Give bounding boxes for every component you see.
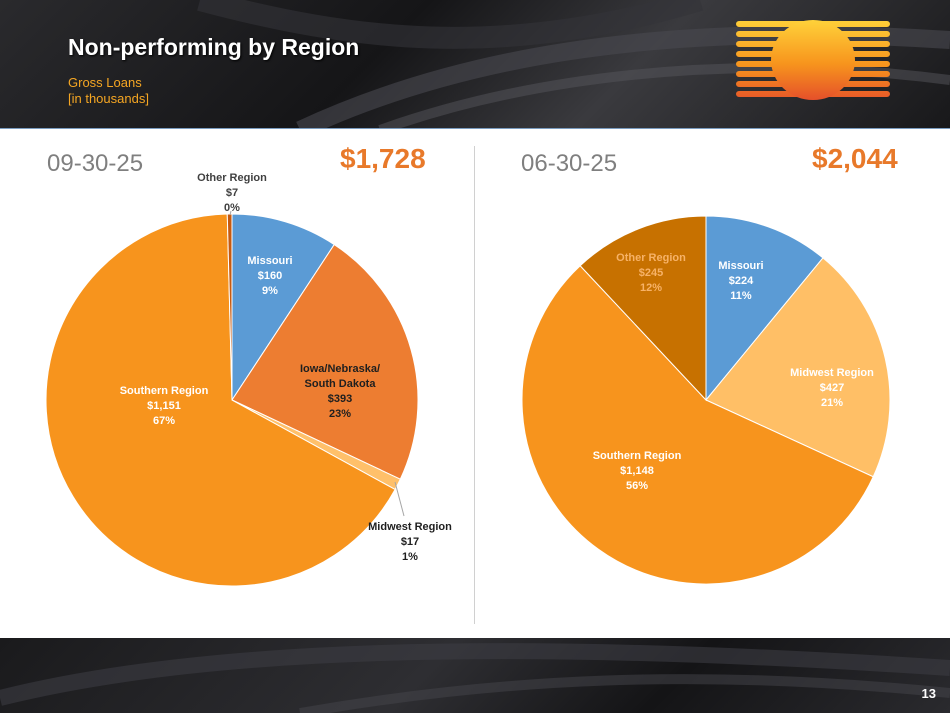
pie-slice-missouri (705, 215, 824, 402)
svg-text:$245: $245 (639, 267, 663, 279)
pie-slice-southern-region (45, 213, 396, 587)
pie-slice-midwest-region (705, 257, 891, 478)
svg-text:1%: 1% (402, 551, 418, 563)
svg-text:Other Region: Other Region (197, 172, 267, 184)
svg-text:$1,148: $1,148 (620, 465, 654, 477)
svg-text:56%: 56% (626, 480, 648, 492)
svg-text:$224: $224 (729, 275, 754, 287)
sun-logo (736, 20, 890, 100)
data-label-midwest-region: Midwest Region $427 21% (790, 367, 874, 409)
data-label-other-region: Other Region $7 0% (197, 172, 267, 214)
svg-text:67%: 67% (153, 415, 175, 427)
svg-text:0%: 0% (224, 202, 240, 214)
data-label-missouri: Missouri $224 11% (718, 260, 763, 302)
page-title: Non-performing by Region (68, 34, 360, 60)
data-label-southern-region: Southern Region $1,148 56% (593, 450, 682, 492)
total-sep: $1,728 (340, 143, 426, 174)
svg-text:23%: 23% (329, 408, 351, 420)
footer-band (0, 638, 950, 713)
header-band: Non-performing by Region Gross Loans [in… (0, 0, 950, 130)
svg-text:12%: 12% (640, 282, 662, 294)
data-label-southern-region: Southern Region $1,151 67% (120, 385, 209, 427)
svg-text:$160: $160 (258, 270, 282, 282)
page-number: 13 (921, 686, 936, 701)
svg-text:Iowa/Nebraska/: Iowa/Nebraska/ (300, 363, 380, 375)
pie-slice-other-region (579, 215, 707, 402)
svg-text:$7: $7 (226, 187, 238, 199)
svg-text:Other Region: Other Region (616, 252, 686, 264)
svg-text:$1,151: $1,151 (147, 400, 181, 412)
svg-text:Southern Region: Southern Region (593, 450, 682, 462)
pie-slice-missouri (231, 213, 335, 402)
svg-text:9%: 9% (262, 285, 278, 297)
svg-text:Missouri: Missouri (718, 260, 763, 272)
svg-text:11%: 11% (730, 290, 752, 302)
footer-swoosh-decoration (0, 643, 950, 713)
data-label-other-region: Other Region $245 12% (616, 252, 686, 294)
page-subtitle: Gross Loans [in thousands] (68, 75, 149, 107)
data-label-iowa-nebraska-south-dakota: Iowa/Nebraska/South Dakota $393 23% (300, 363, 380, 420)
period-label-sep: 09-30-25 (47, 150, 144, 177)
svg-text:$393: $393 (328, 393, 352, 405)
svg-text:Missouri: Missouri (247, 255, 292, 267)
svg-text:Midwest Region: Midwest Region (790, 367, 874, 379)
leader-line-0 (394, 481, 405, 517)
data-label-midwest-region: Midwest Region $17 1% (368, 521, 452, 563)
pie-chart-sep: Missouri $160 9% Iowa/Nebraska/South Dakota… (45, 172, 452, 587)
subtitle-line-2: [in thousands] (68, 91, 149, 106)
svg-text:Southern Region: Southern Region (120, 385, 209, 397)
svg-text:South Dakota: South Dakota (305, 378, 377, 390)
leader-line-1 (229, 210, 232, 216)
svg-text:Midwest Region: Midwest Region (368, 521, 452, 533)
data-label-missouri: Missouri $160 9% (247, 255, 292, 297)
svg-text:$427: $427 (820, 382, 844, 394)
period-label-jun: 06-30-25 (521, 150, 618, 177)
subtitle-line-1: Gross Loans (68, 75, 142, 90)
pie-slice-iowa-nebraska-south-dakota (231, 243, 419, 480)
pie-slice-other-region (226, 213, 233, 401)
svg-text:21%: 21% (821, 397, 843, 409)
total-jun: $2,044 (812, 143, 898, 174)
pie-slice-southern-region (521, 265, 874, 585)
panel-divider (474, 146, 475, 624)
svg-text:$17: $17 (401, 536, 419, 548)
